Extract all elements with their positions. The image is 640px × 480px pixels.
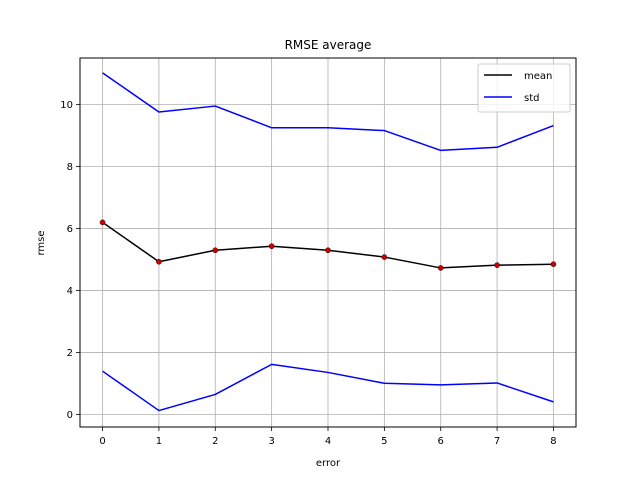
mean-point — [325, 247, 331, 254]
x-tick-label: 6 — [438, 436, 444, 447]
mean-point — [550, 261, 557, 268]
y-tick-label: 4 — [67, 286, 73, 297]
x-tick-label: 7 — [494, 436, 500, 447]
grid-lines — [80, 58, 576, 427]
mean-point — [381, 254, 388, 260]
mean-point — [212, 247, 219, 254]
axis-ticks: 0 1 2 3 4 5 6 7 8 0 2 4 6 8 10 — [60, 100, 556, 447]
x-tick-label: 0 — [99, 436, 105, 447]
legend-box — [477, 63, 571, 113]
x-tick-label: 5 — [381, 436, 387, 447]
y-tick-label: 0 — [67, 410, 73, 421]
y-axis-label: rmse — [36, 230, 47, 255]
y-tick-label: 10 — [60, 100, 73, 111]
legend: mean std — [477, 63, 571, 113]
mean-point — [268, 243, 275, 250]
x-tick-label: 1 — [156, 436, 162, 447]
y-tick-label: 6 — [67, 224, 73, 235]
std-upper-line — [102, 72, 554, 152]
series-layer — [99, 72, 557, 412]
legend-mean-label: mean — [524, 71, 552, 82]
x-tick-label: 4 — [325, 436, 331, 447]
x-axis-label: error — [316, 458, 341, 469]
x-tick-label: 2 — [212, 436, 218, 447]
mean-point — [156, 258, 162, 265]
std-lower-line — [102, 363, 554, 412]
chart-title: RMSE average — [285, 38, 372, 52]
x-tick-label: 8 — [550, 436, 556, 447]
mean-point — [437, 265, 444, 271]
x-tick-label: 3 — [268, 436, 274, 447]
legend-std-label: std — [524, 93, 539, 104]
y-tick-label: 2 — [67, 348, 73, 359]
mean-point — [494, 262, 500, 268]
mean-point — [99, 219, 106, 226]
y-tick-label: 8 — [67, 162, 73, 173]
